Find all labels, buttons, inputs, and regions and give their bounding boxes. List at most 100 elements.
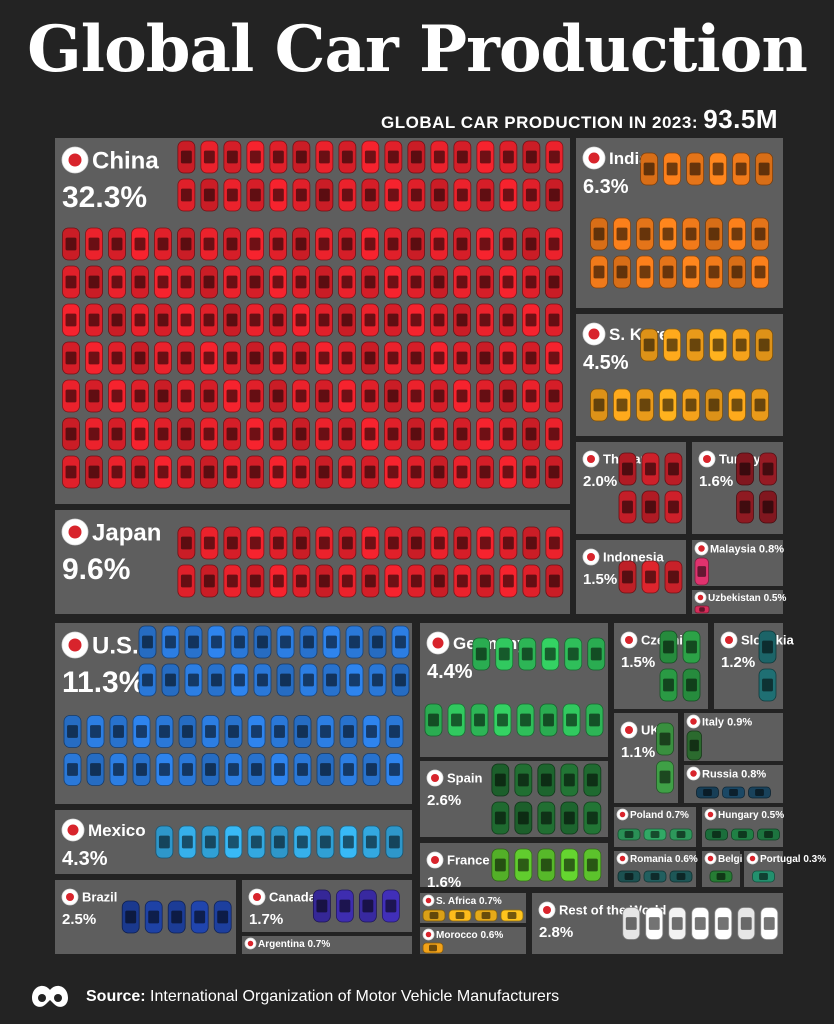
- car-mark: [223, 564, 242, 598]
- car-mark: [636, 217, 654, 251]
- car-mark: [292, 227, 310, 261]
- country-name: U.S.: [92, 633, 139, 660]
- treemap-cell-romania: Romania 0.6%: [612, 849, 698, 889]
- car-mark: [384, 140, 403, 174]
- car-mark: [339, 715, 358, 748]
- car-mark: [499, 341, 517, 375]
- car-mark: [560, 801, 579, 835]
- car-mark: [322, 663, 341, 697]
- car-mark: [223, 265, 241, 299]
- car-mark: [453, 455, 471, 489]
- mexico-flag-icon: [61, 818, 85, 842]
- car-mark: [613, 255, 631, 289]
- country-label: Uzbekistan 0.5%: [708, 593, 786, 604]
- car-mark: [269, 227, 287, 261]
- treemap-cell-canada: Canada 1.7%: [240, 878, 414, 934]
- car-mark: [315, 455, 333, 489]
- car-mark: [131, 227, 149, 261]
- car-mark: [339, 825, 358, 859]
- car-mark: [472, 637, 491, 671]
- car-mark: [522, 303, 540, 337]
- car-mark: [728, 217, 746, 251]
- car-mark: [587, 637, 606, 671]
- car-mark: [131, 341, 149, 375]
- car-mark: [223, 140, 242, 174]
- car-mark: [495, 637, 514, 671]
- car-mark: [422, 909, 446, 922]
- car-mark: [694, 557, 709, 586]
- car-mark: [362, 825, 381, 859]
- country-label: Morocco 0.6%: [436, 930, 503, 941]
- car-mark: [316, 753, 335, 786]
- car-mark: [669, 828, 693, 841]
- car-mark: [108, 265, 126, 299]
- car-mark: [207, 625, 226, 659]
- car-mark: [200, 564, 219, 598]
- car-mark: [338, 265, 356, 299]
- treemap-cell-argentina: Argentina 0.7%: [240, 934, 414, 956]
- treemap-cell-portugal: Portugal 0.3%: [742, 849, 826, 889]
- car-mark: [224, 715, 243, 748]
- car-mark: [178, 825, 197, 859]
- country-name: India: [609, 149, 649, 168]
- car-mark: [499, 564, 518, 598]
- car-mark: [345, 625, 364, 659]
- car-mark: [292, 417, 310, 451]
- car-mark: [476, 341, 494, 375]
- car-mark: [269, 140, 288, 174]
- car-mark: [361, 303, 379, 337]
- czechia-flag-icon: [620, 631, 638, 649]
- indonesia-flag-icon: [582, 548, 600, 566]
- car-mark: [656, 760, 674, 794]
- source-note: Source: International Organization of Mo…: [86, 988, 559, 1006]
- car-mark: [453, 227, 471, 261]
- car-mark: [659, 217, 677, 251]
- car-mark: [686, 328, 705, 362]
- car-mark: [407, 303, 425, 337]
- car-mark: [668, 907, 687, 940]
- country-name: Mexico: [88, 821, 146, 840]
- car-mark: [154, 455, 172, 489]
- morocco-flag-icon: [422, 928, 435, 941]
- car-mark: [338, 417, 356, 451]
- car-mark: [696, 786, 719, 799]
- car-mark: [476, 526, 495, 560]
- brazil-flag-icon: [61, 888, 79, 906]
- car-mark: [361, 140, 380, 174]
- country-label: Argentina 0.7%: [258, 939, 330, 950]
- treemap-cell-france: France 1.6%: [418, 841, 610, 891]
- car-mark: [200, 140, 219, 174]
- car-mark: [522, 526, 541, 560]
- car-mark: [270, 825, 289, 859]
- country-name: UK: [641, 723, 660, 738]
- car-mark: [499, 303, 517, 337]
- car-mark: [338, 341, 356, 375]
- car-mark: [246, 303, 264, 337]
- car-mark: [292, 341, 310, 375]
- car-mark: [270, 715, 289, 748]
- car-mark: [184, 625, 203, 659]
- car-mark: [664, 452, 683, 486]
- car-mark: [541, 637, 560, 671]
- car-mark: [499, 526, 518, 560]
- car-mark: [430, 341, 448, 375]
- car-mark: [522, 455, 540, 489]
- car-mark: [499, 265, 517, 299]
- car-mark: [200, 526, 219, 560]
- car-mark: [361, 455, 379, 489]
- car-mark: [682, 630, 701, 664]
- country-percent: 2.6%: [427, 792, 461, 809]
- france-flag-icon: [426, 851, 444, 869]
- car-mark: [207, 663, 226, 697]
- car-mark: [63, 753, 82, 786]
- car-mark: [62, 455, 80, 489]
- car-mark: [361, 227, 379, 261]
- car-mark: [539, 703, 558, 737]
- car-mark: [338, 178, 357, 212]
- car-mark: [292, 140, 311, 174]
- car-mark: [223, 379, 241, 413]
- car-mark: [246, 455, 264, 489]
- country-label: Portugal 0.3%: [760, 854, 826, 865]
- car-mark: [62, 341, 80, 375]
- car-mark: [86, 715, 105, 748]
